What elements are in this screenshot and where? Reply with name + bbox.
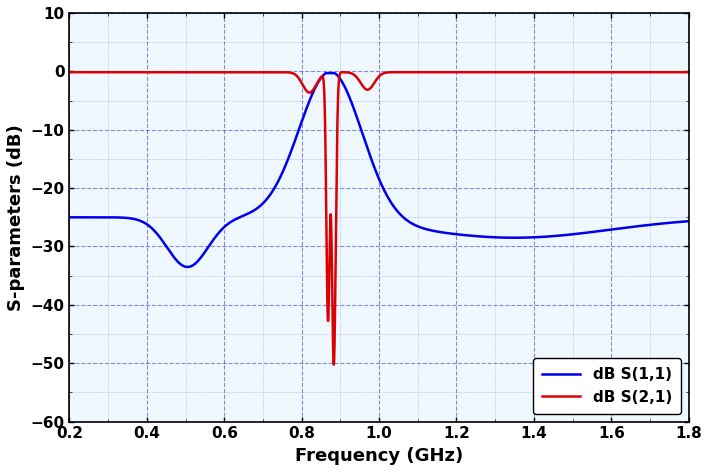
dB S(2,1) bbox=[178, 69, 186, 75]
dB S(1,1) bbox=[437, 229, 445, 235]
Line: dB S(2,1): dB S(2,1) bbox=[69, 72, 688, 365]
dB S(2,1) bbox=[574, 69, 583, 75]
Y-axis label: S-parameters (dB): S-parameters (dB) bbox=[7, 124, 25, 311]
dB S(2,1) bbox=[302, 87, 311, 93]
dB S(1,1) bbox=[574, 231, 583, 236]
dB S(2,1) bbox=[684, 69, 693, 75]
dB S(2,1) bbox=[527, 69, 536, 75]
dB S(1,1) bbox=[684, 219, 693, 224]
dB S(2,1) bbox=[437, 69, 445, 75]
dB S(1,1) bbox=[178, 262, 186, 268]
dB S(1,1) bbox=[302, 107, 311, 112]
Legend: dB S(1,1), dB S(2,1): dB S(1,1), dB S(2,1) bbox=[533, 358, 681, 414]
dB S(1,1) bbox=[527, 235, 536, 240]
dB S(2,1) bbox=[330, 362, 338, 368]
dB S(2,1) bbox=[468, 69, 476, 75]
dB S(2,1) bbox=[65, 69, 74, 75]
Line: dB S(1,1): dB S(1,1) bbox=[69, 73, 688, 267]
X-axis label: Frequency (GHz): Frequency (GHz) bbox=[295, 447, 463, 465]
dB S(1,1) bbox=[322, 70, 330, 76]
dB S(1,1) bbox=[183, 264, 191, 270]
dB S(1,1) bbox=[65, 214, 74, 220]
dB S(1,1) bbox=[468, 233, 476, 239]
